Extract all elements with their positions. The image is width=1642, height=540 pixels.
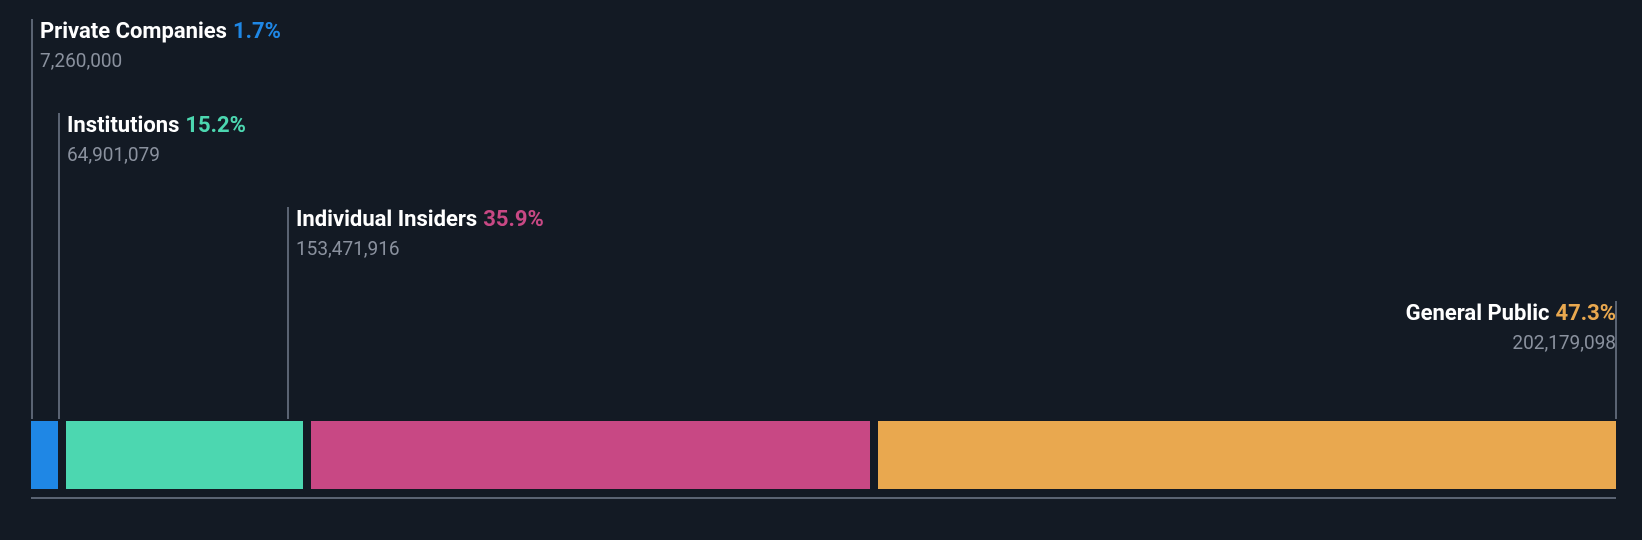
segment-name: Individual Insiders bbox=[296, 207, 477, 232]
bar-segment bbox=[311, 421, 871, 489]
segment-percent: 1.7% bbox=[233, 19, 281, 44]
segment-name: Institutions bbox=[67, 113, 179, 138]
bar-segment bbox=[878, 421, 1616, 489]
bar-segment bbox=[66, 421, 303, 489]
bar-underline bbox=[31, 497, 1616, 499]
segment-label: General Public47.3% 202,179,098 bbox=[1406, 301, 1616, 354]
segment-value: 7,260,000 bbox=[40, 49, 281, 72]
segment-value: 64,901,079 bbox=[67, 143, 246, 166]
stacked-bar bbox=[31, 421, 1616, 489]
segment-label: Individual Insiders35.9% 153,471,916 bbox=[296, 207, 544, 260]
segment-name: Private Companies bbox=[40, 19, 227, 44]
segment-percent: 47.3% bbox=[1555, 301, 1616, 326]
ownership-chart: Private Companies1.7% 7,260,000 Institutio… bbox=[0, 0, 1642, 540]
segment-name: General Public bbox=[1406, 301, 1550, 326]
tick-line bbox=[31, 19, 33, 419]
segment-percent: 15.2% bbox=[185, 113, 246, 138]
segment-percent: 35.9% bbox=[483, 207, 544, 232]
segment-label: Institutions15.2% 64,901,079 bbox=[67, 113, 246, 166]
tick-line bbox=[58, 113, 60, 419]
tick-line bbox=[287, 207, 289, 419]
segment-label: Private Companies1.7% 7,260,000 bbox=[40, 19, 281, 72]
bar-segment bbox=[31, 421, 58, 489]
segment-value: 153,471,916 bbox=[296, 237, 544, 260]
segment-value: 202,179,098 bbox=[1406, 331, 1616, 354]
